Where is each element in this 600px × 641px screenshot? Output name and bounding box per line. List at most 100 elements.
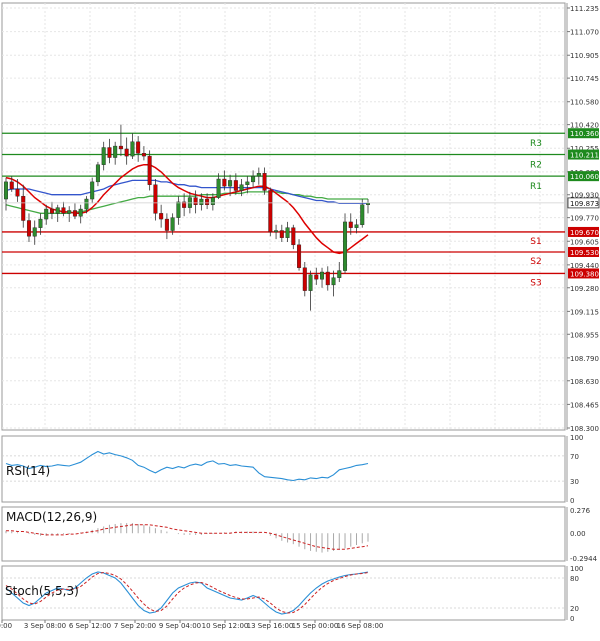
candle-body: [205, 198, 210, 205]
y-tick-label: 109.770: [570, 215, 599, 223]
candle: [239, 179, 244, 197]
candle: [95, 161, 100, 187]
stoch-tick-label: 20: [570, 605, 579, 613]
pane-frame-stoch: [1, 565, 566, 621]
candle: [49, 201, 54, 220]
pivot-price-label: 110.360: [570, 130, 599, 138]
pivot-label-s1: S1: [530, 237, 541, 247]
candle-body: [130, 141, 135, 157]
candle: [360, 199, 365, 228]
candle: [90, 177, 95, 204]
candle: [262, 167, 267, 195]
y-tick-label: 111.070: [570, 29, 599, 37]
macd-signal-line: [6, 524, 369, 550]
pivot-price-label: 109.380: [570, 270, 599, 278]
candle: [118, 124, 123, 157]
pivot-label-r2: R2: [530, 161, 542, 171]
current-price-tag: [567, 197, 600, 209]
x-tick-label: 6 Sep 12:00: [69, 622, 111, 630]
candle: [101, 141, 106, 171]
x-tick-label: 7 Sep 20:00: [114, 622, 156, 630]
candle: [337, 262, 342, 283]
candle: [348, 213, 353, 235]
stoch-tick-label: 0: [570, 615, 574, 623]
macd-tick-label: 0.00: [570, 530, 586, 538]
candle-body: [354, 224, 359, 228]
candle: [216, 173, 221, 200]
candle: [291, 224, 296, 250]
candle: [279, 224, 284, 242]
candle: [130, 133, 135, 159]
y-tick-label: 109.930: [570, 192, 599, 200]
y-tick-label: 109.440: [570, 262, 599, 270]
rsi-line: [5, 450, 369, 482]
candle-body: [67, 210, 72, 214]
candle: [55, 204, 60, 222]
candle-body: [343, 221, 348, 271]
candle-body: [124, 148, 129, 157]
y-tick-label: 110.255: [570, 145, 599, 153]
candle-body: [147, 155, 152, 185]
candle: [153, 179, 158, 221]
candle-body: [136, 141, 141, 154]
candle-body: [107, 147, 112, 158]
candle-body: [61, 207, 66, 214]
pivot-label-s3: S3: [530, 278, 541, 288]
pivot-label-r3: R3: [530, 139, 542, 149]
candle-body: [216, 178, 221, 198]
candle: [274, 224, 279, 240]
pivot-price-label: 109.530: [570, 249, 599, 257]
y-tick-label: 110.745: [570, 75, 599, 83]
candle-body: [9, 181, 14, 190]
candle-body: [21, 195, 26, 221]
x-tick-label: 16 Sep 08:00: [337, 622, 384, 630]
candle: [302, 262, 307, 297]
candle: [84, 196, 89, 214]
y-tick-label: 108.630: [570, 378, 599, 386]
y-tick-label: 110.420: [570, 122, 599, 130]
candle-body: [26, 220, 31, 237]
candle: [136, 136, 141, 162]
y-tick-label: 108.465: [570, 401, 599, 409]
candle-body: [251, 175, 256, 183]
ma-fast-line: [5, 163, 369, 255]
candle: [159, 204, 164, 228]
candle: [193, 190, 198, 214]
candle-body: [199, 198, 204, 205]
candle: [21, 184, 26, 228]
pivot-price-label: 109.670: [570, 229, 599, 237]
candle-body: [90, 181, 95, 200]
candle-body: [193, 197, 198, 205]
y-tick-label: 110.580: [570, 99, 599, 107]
rsi-title: RSI(14): [6, 464, 50, 478]
candle-body: [84, 198, 89, 210]
candle-body: [55, 207, 60, 214]
macd-tick-label: 0.276: [570, 507, 591, 515]
candle: [256, 167, 261, 185]
y-tick-label: 109.605: [570, 238, 599, 246]
candle: [147, 150, 152, 191]
candle: [124, 137, 129, 165]
pivot-price-label: 110.060: [570, 173, 599, 181]
x-tick-label: 13 Sep 16:00: [247, 622, 294, 630]
candle-body: [285, 227, 290, 238]
ma-slow-line: [5, 191, 368, 214]
x-tick-label: 15 Sep 00:00: [292, 622, 339, 630]
candle: [26, 213, 31, 242]
candle-body: [95, 164, 100, 183]
rsi-tick-label: 70: [570, 453, 579, 461]
y-tick-label: 111.235: [570, 5, 599, 13]
candle-body: [314, 274, 319, 280]
macd-tick-label: -0.2944: [570, 555, 598, 563]
candle: [72, 203, 77, 220]
candle-body: [228, 180, 233, 187]
current-price-label: 109.873: [570, 200, 599, 208]
candle-body: [49, 208, 54, 214]
candle-body: [268, 190, 273, 233]
candle-body: [308, 274, 313, 291]
candle: [285, 221, 290, 242]
candle: [61, 201, 66, 217]
candle-body: [279, 230, 284, 238]
stoch-d-line: [5, 571, 369, 614]
